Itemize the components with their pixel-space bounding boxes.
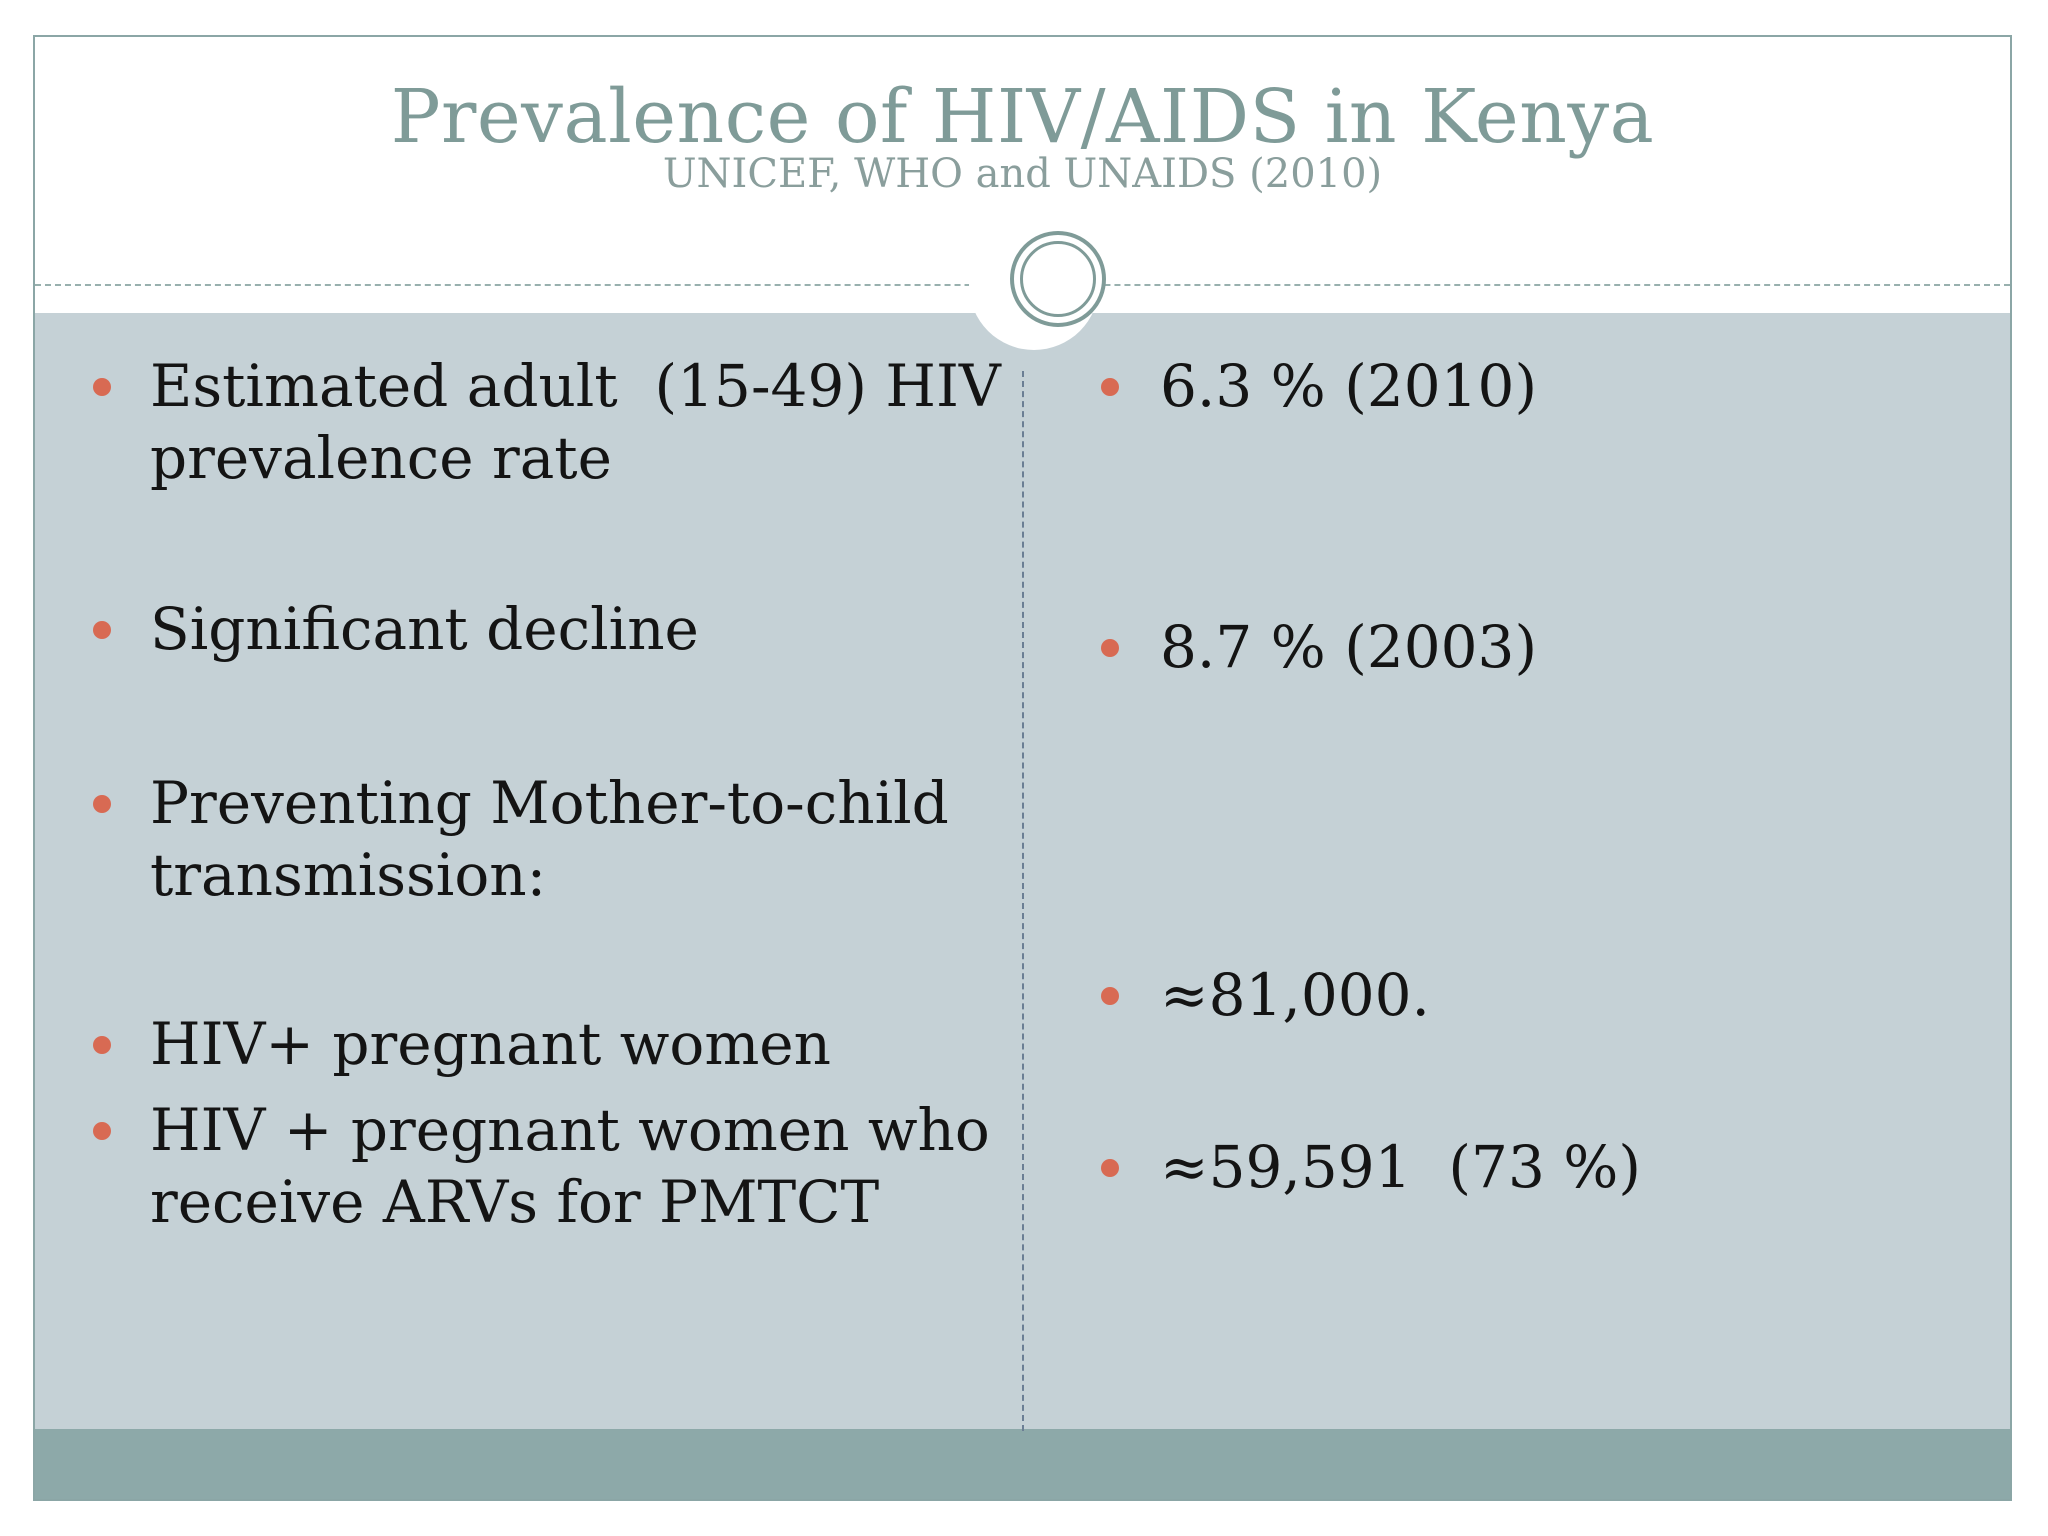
bullet-dot-icon	[93, 621, 111, 639]
list-item: Significant decline	[35, 593, 1010, 665]
list-item-text: 8.7 % (2003)	[1160, 613, 1538, 681]
list-item: HIV + pregnant women who receive ARVs fo…	[35, 1094, 1010, 1238]
list-item-text: ≈59,591 (73 %)	[1160, 1133, 1642, 1201]
list-item-text: Preventing Mother-to-child transmission:	[150, 769, 968, 909]
list-item-text: Significant decline	[150, 595, 699, 663]
bullet-dot-icon	[93, 1122, 111, 1140]
list-item-text: 6.3 % (2010)	[1160, 352, 1538, 420]
list-item: HIV+ pregnant women	[35, 1008, 1010, 1080]
bullet-dot-icon	[93, 1036, 111, 1054]
list-item-text: HIV+ pregnant women	[150, 1010, 831, 1078]
bullet-dot-icon	[1101, 987, 1119, 1005]
slide-frame: Prevalence of HIV/AIDS in Kenya UNICEF, …	[33, 35, 2012, 1501]
bullet-dot-icon	[1101, 639, 1119, 657]
bullet-dot-icon	[93, 378, 111, 396]
bullet-dot-icon	[1101, 378, 1119, 396]
list-item: 8.7 % (2003)	[1035, 611, 1980, 683]
list-item-text: Estimated adult (15-49) HIV prevalence r…	[150, 352, 1001, 492]
bullet-dot-icon	[1101, 1159, 1119, 1177]
list-item: 6.3 % (2010)	[1035, 350, 1980, 422]
list-item-text: ≈81,000.	[1160, 961, 1430, 1029]
column-dashed-divider	[1022, 371, 1024, 1431]
list-item-text: HIV + pregnant women who receive ARVs fo…	[150, 1096, 1009, 1236]
list-item: Preventing Mother-to-child transmission:	[35, 767, 1010, 911]
ring-ornament-icon	[1010, 231, 1106, 327]
list-item: Estimated adult (15-49) HIV prevalence r…	[35, 350, 1010, 494]
list-item: ≈81,000.	[1035, 959, 1980, 1031]
list-item: ≈59,591 (73 %)	[1035, 1131, 1980, 1203]
slide-subtitle: UNICEF, WHO and UNAIDS (2010)	[662, 151, 1383, 197]
footer-bar	[35, 1429, 2010, 1499]
slide-title: Prevalence of HIV/AIDS in Kenya	[390, 74, 1655, 160]
bullet-dot-icon	[93, 795, 111, 813]
